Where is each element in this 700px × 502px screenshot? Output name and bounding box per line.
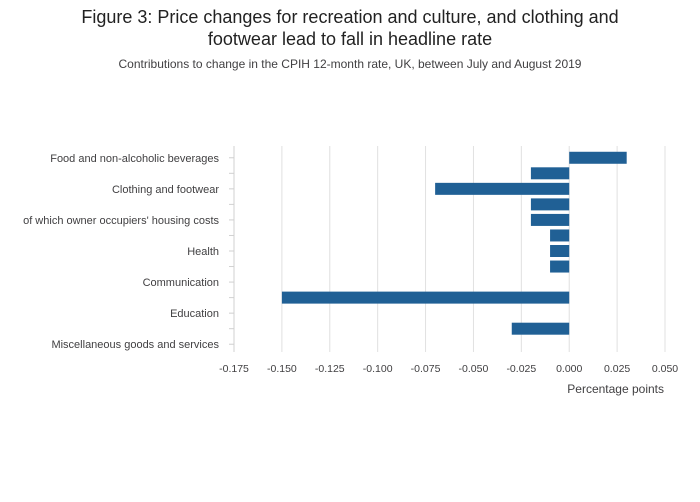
- bars: [281, 151, 627, 335]
- chart-title: Figure 3: Price changes for recreation a…: [0, 6, 700, 50]
- x-tick-label: 0.000: [556, 363, 582, 375]
- bar: [530, 167, 570, 180]
- bar: [550, 260, 570, 273]
- bar: [281, 291, 570, 304]
- bar: [550, 245, 570, 257]
- y-tick-label: Miscellaneous goods and services: [51, 339, 219, 351]
- chart-subtitle: Contributions to change in the CPIH 12-m…: [118, 57, 582, 71]
- y-tick-label: Communication: [143, 277, 219, 289]
- y-tick-label: of which owner occupiers' housing costs: [23, 215, 219, 227]
- chart-title-line-1: Figure 3: Price changes for recreation a…: [81, 7, 619, 27]
- y-tick-label: Clothing and footwear: [112, 184, 219, 196]
- x-tick-label: -0.100: [363, 363, 393, 375]
- y-axis-labels: Food and non-alcoholic beverages Clothing…: [23, 153, 234, 351]
- chart-title-line-2: footwear lead to fall in headline rate: [207, 29, 493, 49]
- bar: [550, 229, 570, 242]
- x-tick-label: -0.025: [506, 363, 536, 375]
- bar: [511, 322, 570, 335]
- y-tick-label: Food and non-alcoholic beverages: [50, 153, 219, 165]
- bar: [530, 198, 570, 211]
- x-axis-labels: -0.175 -0.150 -0.125 -0.100 -0.075 -0.050 -0.0…: [219, 363, 678, 375]
- bar: [435, 182, 570, 195]
- x-tick-label: -0.050: [459, 363, 489, 375]
- x-tick-label: -0.125: [315, 363, 345, 375]
- x-tick-label: 0.050: [652, 363, 678, 375]
- x-tick-label: -0.175: [219, 363, 249, 375]
- x-tick-label: 0.025: [604, 363, 630, 375]
- bar: [530, 213, 570, 226]
- x-tick-label: -0.150: [267, 363, 297, 375]
- y-tick-label: Education: [170, 308, 219, 320]
- bar: [569, 151, 627, 164]
- y-tick-label: Health: [187, 246, 219, 258]
- x-axis-title: Percentage points: [567, 382, 664, 396]
- gridlines: [233, 146, 666, 352]
- x-tick-label: -0.075: [411, 363, 441, 375]
